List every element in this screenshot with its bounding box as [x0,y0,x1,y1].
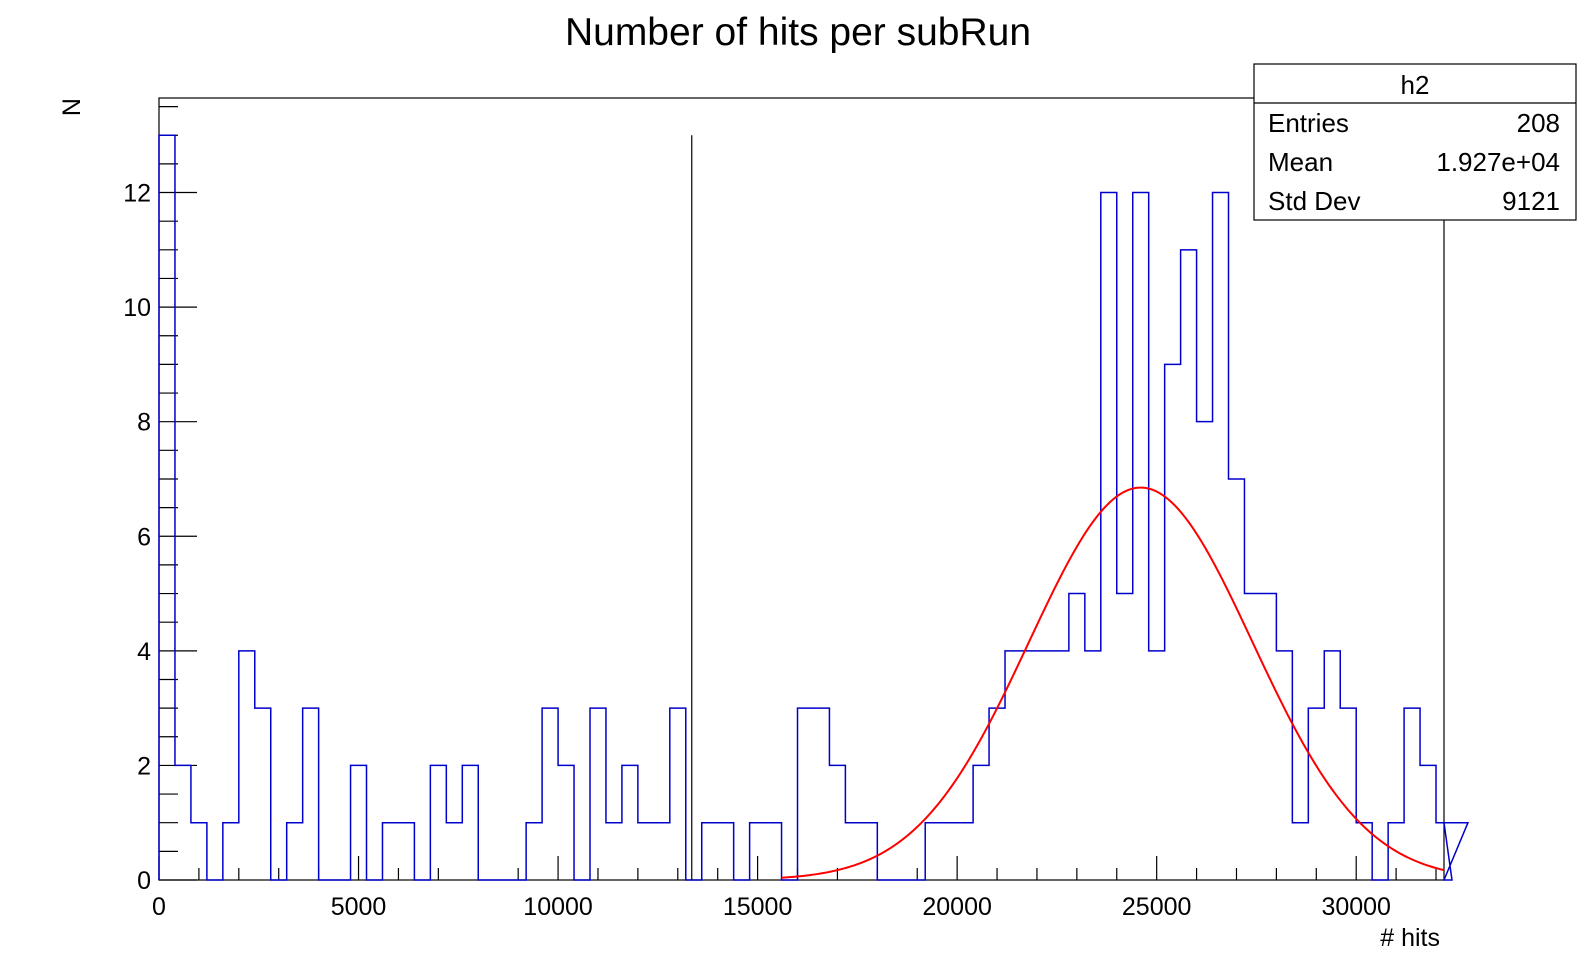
histogram-bin [718,823,734,880]
histogram-bin [973,765,989,880]
histogram-bin [638,823,654,880]
histogram-bin [1181,250,1197,880]
histogram-bin [223,823,239,880]
x-tick-label: 5000 [331,893,387,921]
histogram-bin [287,823,303,880]
stats-box-frame [1253,63,1577,221]
histogram-bin [1244,594,1260,880]
histogram-bin [1117,594,1133,880]
histogram-bin [398,823,414,880]
histogram-bin [1340,708,1356,880]
histogram-bin [1260,594,1276,880]
histogram-bin [1308,708,1324,880]
histogram-bin [766,823,782,880]
stats-box: h2 Entries 208 Mean 1.927e+04 Std Dev 91… [1253,63,1577,221]
histogram-bin [702,823,718,880]
stats-value-mean: 1.927e+04 [1436,147,1560,177]
gaussian-fit-curve [781,486,1445,879]
histogram-bin [1292,823,1308,880]
histogram-bin [1069,594,1085,880]
x-axis-ticks [158,856,1437,880]
histogram-bin [255,708,271,880]
x-tick-label: 20000 [922,893,992,921]
histogram-bin [670,708,686,880]
histogram-bin [606,823,622,880]
histogram-bin [1133,193,1149,880]
x-tick-label: 10000 [523,893,593,921]
y-tick-label: 0 [137,867,151,895]
histogram-bin [542,708,558,880]
histogram-bin [1149,651,1165,880]
histogram-bin [829,765,845,880]
histogram-bin [1404,708,1420,880]
histogram-bin [1276,651,1292,880]
histogram-bins [159,135,1444,880]
y-tick-label: 6 [137,523,151,551]
x-tick-label: 25000 [1122,893,1192,921]
histogram-bin [957,823,973,880]
y-tick-label: 10 [123,294,151,322]
y-axis-ticks [159,105,197,881]
stats-label-entries: Entries [1268,108,1349,138]
histogram-bin [1197,422,1213,880]
stats-label-stddev: Std Dev [1268,186,1361,216]
histogram-bin [1324,651,1340,880]
histogram-bin [1037,651,1053,880]
x-tick-label: 0 [152,893,166,921]
histogram-bin [446,823,462,880]
histogram-bin [1436,823,1444,880]
x-tick-label: 15000 [723,893,793,921]
y-tick-label: 4 [137,638,151,666]
histogram-bin [1101,193,1117,880]
x-axis-label: # hits [1380,924,1440,952]
histogram-bin [462,765,478,880]
y-axis-tick-labels: 0 2 4 6 8 10 12 [123,180,151,895]
histogram-bin [558,765,574,880]
histogram-bin [590,708,606,880]
stats-value-entries: 208 [1517,108,1560,138]
y-tick-label: 8 [137,409,151,437]
histogram-bin [941,823,957,880]
histogram-bin [1165,364,1181,880]
histogram-outline [158,134,1470,881]
histogram-bin [1085,651,1101,880]
histogram-bin [1021,651,1037,880]
chart-title: Number of hits per subRun [565,11,1031,54]
histogram-bin [622,765,638,880]
histogram-bin [303,708,319,880]
plot-frame [158,97,1445,881]
histogram-bin [845,823,861,880]
histogram-bin [526,823,542,880]
histogram-bin [925,823,941,880]
stats-value-stddev: 9121 [1502,186,1560,216]
histogram-bin [654,823,670,880]
histogram-bin [239,651,255,880]
y-tick-label: 12 [123,180,151,208]
stats-box-title: h2 [1401,70,1430,100]
histogram-bin [1053,651,1069,880]
stats-label-mean: Mean [1268,147,1333,177]
histogram-bin [813,708,829,880]
histogram-bin [1229,479,1245,880]
histogram-bin [861,823,877,880]
x-tick-label: 30000 [1321,893,1391,921]
y-axis-label: N [58,98,86,116]
histogram-bin [798,708,814,880]
histogram-bin [989,708,1005,880]
histogram-bin [430,765,446,880]
histogram-bin [1213,193,1229,880]
y-tick-label: 2 [137,752,151,780]
histogram-bin [382,823,398,880]
x-axis-tick-labels: 0 5000 10000 15000 20000 25000 30000 [152,893,1391,921]
